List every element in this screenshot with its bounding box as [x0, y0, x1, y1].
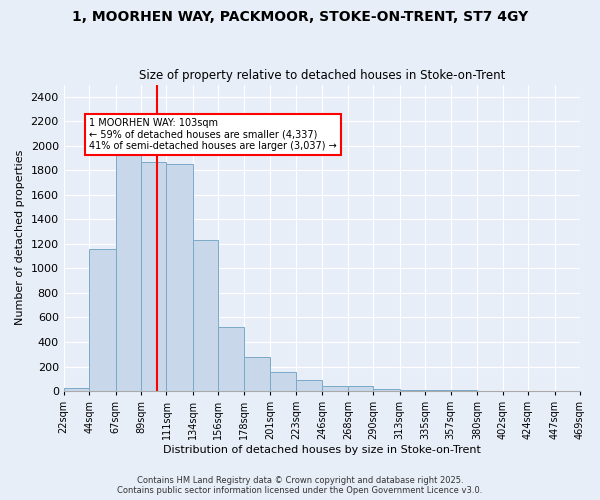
Bar	[89, 249, 116, 391]
Bar	[425, 390, 451, 391]
Bar	[166, 164, 193, 391]
Bar	[141, 162, 166, 391]
Bar	[373, 388, 400, 391]
Bar	[64, 388, 89, 391]
Text: 1 MOORHEN WAY: 103sqm
← 59% of detached houses are smaller (4,337)
41% of semi-d: 1 MOORHEN WAY: 103sqm ← 59% of detached …	[89, 118, 337, 151]
Y-axis label: Number of detached properties: Number of detached properties	[15, 150, 25, 326]
Bar	[218, 328, 244, 391]
Bar	[271, 372, 296, 391]
Text: 1, MOORHEN WAY, PACKMOOR, STOKE-ON-TRENT, ST7 4GY: 1, MOORHEN WAY, PACKMOOR, STOKE-ON-TRENT…	[72, 10, 528, 24]
Bar	[244, 356, 271, 391]
Bar	[451, 390, 477, 391]
Bar	[400, 390, 425, 391]
Bar	[348, 386, 373, 391]
Title: Size of property relative to detached houses in Stoke-on-Trent: Size of property relative to detached ho…	[139, 69, 505, 82]
Bar	[296, 380, 322, 391]
Bar	[193, 240, 218, 391]
X-axis label: Distribution of detached houses by size in Stoke-on-Trent: Distribution of detached houses by size …	[163, 445, 481, 455]
Text: Contains HM Land Registry data © Crown copyright and database right 2025.
Contai: Contains HM Land Registry data © Crown c…	[118, 476, 482, 495]
Bar	[322, 386, 348, 391]
Bar	[116, 151, 141, 391]
